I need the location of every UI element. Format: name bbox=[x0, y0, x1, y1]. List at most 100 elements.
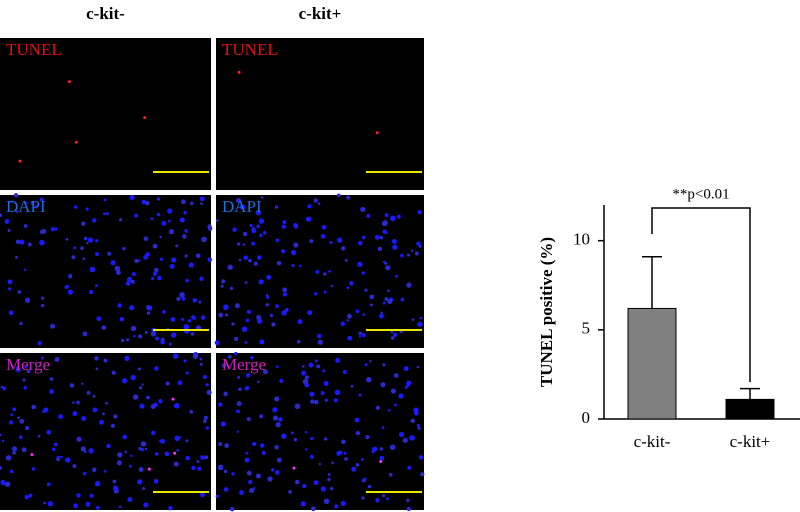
nucleus bbox=[366, 376, 372, 383]
nucleus bbox=[234, 351, 238, 356]
y-tick-label: 10 bbox=[573, 230, 590, 249]
nucleus bbox=[245, 451, 249, 455]
nucleus bbox=[391, 238, 397, 244]
nucleus bbox=[380, 382, 386, 388]
nucleus bbox=[2, 386, 7, 391]
nucleus bbox=[94, 356, 99, 361]
nucleus bbox=[206, 389, 212, 396]
nucleus bbox=[1, 439, 5, 443]
nucleus bbox=[144, 447, 148, 451]
nucleus bbox=[344, 457, 348, 461]
nucleus bbox=[145, 252, 150, 257]
nucleus bbox=[200, 315, 206, 320]
nucleus bbox=[76, 493, 81, 498]
nucleus bbox=[175, 244, 179, 248]
nucleus bbox=[316, 364, 321, 369]
nucleus bbox=[369, 303, 373, 307]
apoptotic-cell bbox=[143, 116, 147, 120]
nucleus bbox=[375, 498, 380, 503]
nucleus bbox=[382, 363, 386, 367]
nucleus bbox=[310, 506, 316, 512]
nucleus bbox=[8, 287, 12, 291]
nucleus bbox=[41, 296, 45, 300]
nucleus bbox=[145, 395, 150, 400]
nucleus bbox=[0, 433, 2, 437]
nucleus bbox=[362, 313, 366, 316]
nucleus bbox=[418, 455, 424, 460]
nucleus bbox=[309, 391, 315, 397]
nucleus bbox=[87, 237, 94, 243]
nucleus bbox=[143, 236, 149, 242]
nucleus bbox=[262, 369, 268, 375]
nucleus bbox=[85, 207, 89, 211]
nucleus bbox=[384, 213, 389, 218]
nucleus bbox=[200, 202, 203, 205]
nucleus bbox=[173, 461, 179, 467]
nucleus bbox=[223, 304, 229, 311]
nucleus bbox=[114, 265, 121, 272]
nucleus bbox=[58, 414, 64, 420]
nucleus bbox=[207, 224, 212, 229]
nucleus bbox=[281, 224, 286, 229]
nucleus bbox=[73, 205, 78, 209]
nucleus bbox=[259, 414, 264, 419]
nucleus bbox=[80, 446, 86, 452]
nucleus bbox=[168, 219, 171, 223]
nucleus bbox=[131, 271, 136, 276]
nucleus bbox=[323, 380, 329, 386]
nucleus bbox=[302, 483, 307, 489]
nucleus bbox=[91, 218, 97, 223]
nucleus bbox=[390, 336, 395, 340]
nucleus bbox=[5, 455, 12, 461]
nucleus bbox=[304, 430, 308, 434]
nucleus bbox=[25, 201, 28, 205]
nucleus bbox=[318, 462, 322, 466]
nucleus bbox=[398, 431, 405, 438]
nucleus bbox=[137, 479, 143, 485]
nucleus bbox=[274, 444, 279, 450]
nucleus bbox=[138, 446, 142, 451]
nucleus bbox=[95, 367, 98, 370]
nucleus bbox=[111, 370, 116, 375]
micrograph bbox=[216, 195, 424, 348]
channel-label: DAPI bbox=[222, 197, 262, 216]
nucleus bbox=[137, 259, 141, 262]
nucleus bbox=[406, 506, 412, 512]
y-axis-label: TUNEL positive (%) bbox=[537, 237, 556, 387]
nucleus bbox=[39, 230, 44, 234]
nucleus bbox=[82, 471, 87, 476]
nucleus bbox=[13, 193, 19, 198]
nucleus bbox=[266, 274, 272, 280]
nucleus bbox=[200, 455, 205, 460]
nucleus bbox=[92, 394, 96, 398]
micrograph bbox=[216, 38, 424, 190]
nucleus bbox=[129, 194, 135, 200]
nucleus bbox=[282, 287, 288, 293]
nucleus bbox=[330, 284, 334, 288]
nucleus bbox=[160, 438, 165, 444]
nucleus bbox=[28, 493, 33, 498]
nucleus bbox=[122, 246, 126, 251]
nucleus bbox=[347, 335, 353, 341]
nucleus bbox=[127, 496, 133, 503]
nucleus bbox=[272, 415, 279, 421]
nucleus bbox=[416, 365, 420, 369]
nucleus bbox=[129, 305, 135, 311]
nucleus bbox=[130, 325, 137, 332]
nucleus bbox=[41, 356, 45, 360]
nucleus bbox=[105, 212, 109, 216]
nucleus bbox=[346, 195, 351, 200]
nucleus bbox=[245, 318, 250, 323]
nucleus bbox=[181, 317, 185, 321]
nucleus bbox=[101, 325, 107, 330]
nucleus bbox=[405, 384, 410, 388]
nucleus bbox=[400, 297, 405, 302]
nucleus bbox=[185, 439, 189, 443]
nucleus bbox=[17, 290, 22, 294]
nucleus bbox=[118, 505, 122, 509]
nucleus bbox=[294, 403, 301, 410]
nucleus bbox=[227, 264, 233, 270]
nucleus bbox=[81, 416, 87, 422]
nucleus bbox=[377, 246, 382, 252]
